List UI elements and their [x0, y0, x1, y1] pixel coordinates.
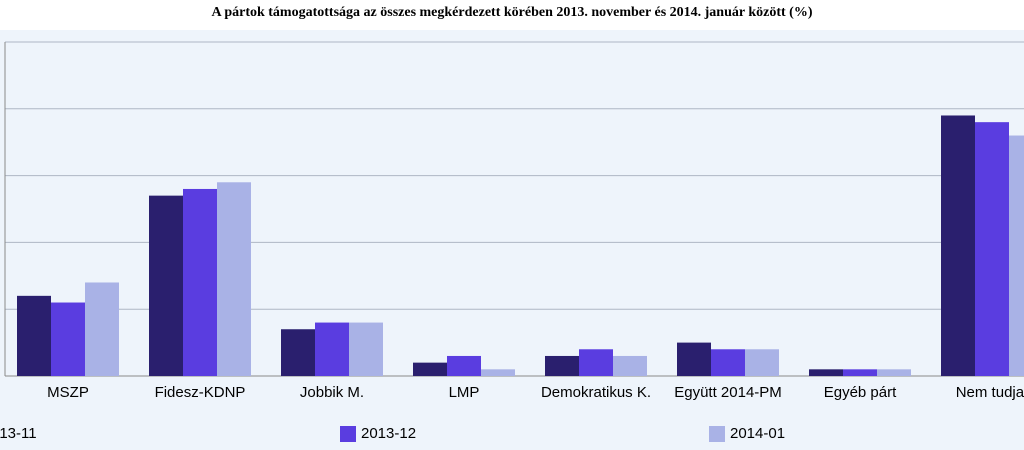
category-label-0: MSZP — [47, 384, 89, 401]
bar-1-1 — [183, 188, 217, 376]
legend-item-2014-01: 2014-01 — [709, 425, 785, 442]
category-label-6: Egyéb párt — [824, 384, 897, 401]
bar-6-0 — [809, 369, 843, 376]
bar-6-1 — [843, 369, 877, 376]
bar-5-0 — [677, 342, 711, 376]
bar-4-2 — [613, 355, 647, 376]
bar-3-1 — [447, 355, 481, 376]
legend-label-2013-12: 2013-12 — [361, 425, 417, 442]
bar-5-2 — [745, 349, 779, 376]
bar-4-1 — [579, 349, 613, 376]
category-label-7: Nem tudja, — [956, 384, 1024, 401]
category-label-5: Együtt 2014-PM — [674, 384, 782, 401]
bar-7-2 — [1009, 135, 1024, 376]
plot-area: MSZP Fidesz-KDNP Jobbik M. LMP Demokratikus … — [0, 30, 1024, 450]
legend-item-2013-11: 013-11 — [0, 425, 37, 442]
bar-7-1 — [975, 122, 1009, 376]
bar-1-0 — [149, 195, 183, 376]
bar-0-1 — [51, 302, 85, 376]
category-label-1: Fidesz-KDNP — [155, 384, 246, 401]
bar-0-0 — [17, 295, 51, 376]
legend-label-2013-11: 013-11 — [0, 425, 37, 442]
bar-2-1 — [315, 322, 349, 376]
chart-title: A pártok támogatottsága az összes megkér… — [211, 5, 813, 20]
legend-label-2014-01: 2014-01 — [730, 425, 786, 442]
bar-2-2 — [349, 322, 383, 376]
bar-chart: MSZP Fidesz-KDNP Jobbik M. LMP Demokratikus … — [4, 41, 1024, 401]
legend: 013-11 2013-12 2014-01 — [0, 425, 1024, 447]
bar-5-1 — [711, 349, 745, 376]
bar-7-0 — [941, 115, 975, 376]
legend-swatch-2014-01 — [709, 425, 725, 442]
title-area — [0, 0, 1024, 30]
category-label-2: Jobbik M. — [300, 384, 364, 401]
bar-2-0 — [281, 329, 315, 376]
bar-4-0 — [545, 355, 579, 376]
legend-item-2013-12: 2013-12 — [340, 425, 416, 442]
bar-0-2 — [85, 282, 119, 376]
bar-3-2 — [481, 369, 515, 376]
bar-1-2 — [217, 182, 251, 376]
bar-3-0 — [413, 362, 447, 376]
bar-6-2 — [877, 369, 911, 376]
category-label-4: Demokratikus K. — [541, 384, 651, 401]
category-label-3: LMP — [449, 384, 480, 401]
legend-swatch-2013-12 — [340, 425, 356, 442]
